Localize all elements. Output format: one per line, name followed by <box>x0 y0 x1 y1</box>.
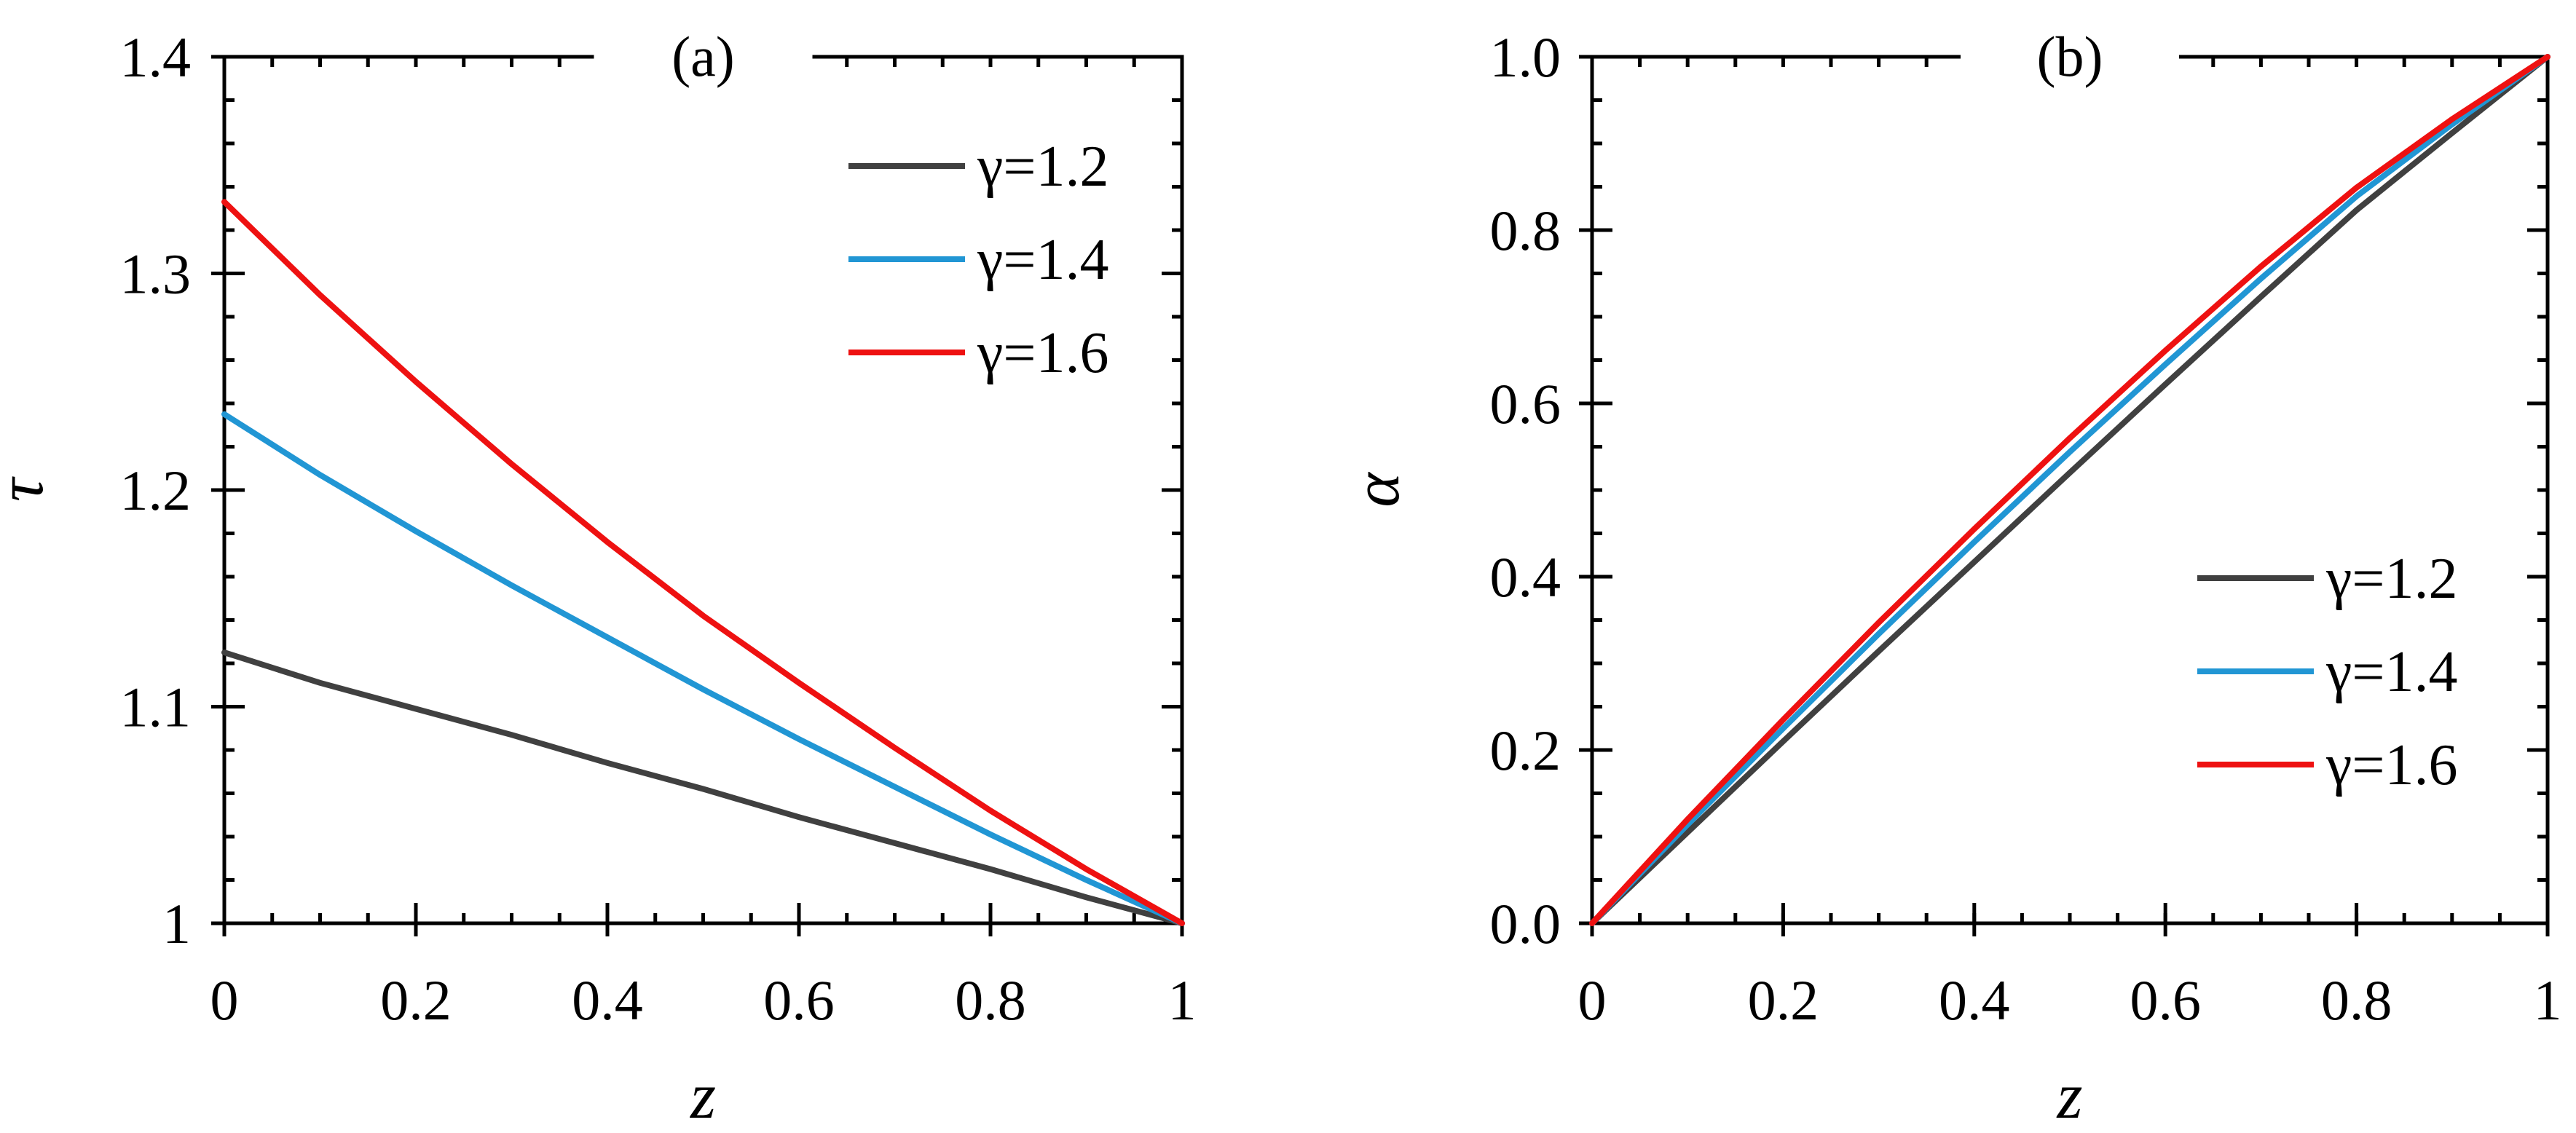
y-axis-label: α <box>1341 472 1413 508</box>
legend-label: γ=1.6 <box>977 321 1108 385</box>
y-tick-label: 1.0 <box>1490 25 1561 89</box>
legend-label: γ=1.4 <box>2325 640 2457 704</box>
y-tick-label: 0.8 <box>1490 199 1561 262</box>
x-tick-label: 0.6 <box>2130 968 2201 1032</box>
series-line-gamma-1-2 <box>221 650 1185 926</box>
y-tick-label: 0.2 <box>1490 719 1561 782</box>
y-tick-label: 1.1 <box>120 676 192 739</box>
x-tick-label: 0 <box>210 968 239 1032</box>
series-line-gamma-1-4 <box>1589 54 2551 926</box>
series-line-gamma-1-2 <box>1589 54 2551 926</box>
y-tick-label: 0.0 <box>1490 892 1561 955</box>
y-tick-label: 1.4 <box>120 25 192 89</box>
x-tick-label: 0.6 <box>763 968 835 1032</box>
y-tick-label: 1.2 <box>120 459 192 522</box>
legend-label: γ=1.4 <box>977 228 1108 292</box>
x-axis-label: z <box>2055 1060 2082 1132</box>
x-axis-label: z <box>689 1060 716 1132</box>
y-tick-label: 1 <box>162 892 191 955</box>
series-line-gamma-1-4 <box>221 411 1185 926</box>
x-tick-label: 1 <box>2534 968 2562 1032</box>
x-tick-label: 0.4 <box>572 968 643 1032</box>
panel-b-alpha-vs-z: 0 0.2 0.4 0.6 0.8 1 0.0 0.2 0.4 0.6 0.8 1.0 (b) z α γ=1… <box>1341 25 2562 1132</box>
y-axis-label: τ <box>0 476 57 502</box>
y-tick-label: 0.6 <box>1490 372 1561 435</box>
y-tick-label: 0.4 <box>1490 545 1561 609</box>
series-line-gamma-1-6 <box>221 199 1185 926</box>
legend-label: γ=1.6 <box>2325 733 2457 797</box>
panel-label-b: (b) <box>2037 25 2103 88</box>
x-tick-label: 1 <box>1168 968 1197 1032</box>
x-tick-label: 0 <box>1578 968 1607 1032</box>
series-line-gamma-1-6 <box>1589 54 2551 926</box>
x-tick-label: 0.2 <box>380 968 452 1032</box>
y-tick-label: 1.3 <box>120 242 192 306</box>
legend-label: γ=1.2 <box>2325 547 2457 611</box>
panel-label-background <box>1961 28 2179 86</box>
x-tick-label: 0.8 <box>955 968 1026 1032</box>
x-tick-label: 0.4 <box>1939 968 2010 1032</box>
panel-a-tau-vs-z: 0 0.2 0.4 0.6 0.8 1 1 1.1 1.2 1.3 1.4 (a) z τ γ=1.2 γ=1… <box>0 25 1197 1132</box>
x-tick-label: 0.8 <box>2321 968 2392 1032</box>
x-tick-label: 0.2 <box>1748 968 1819 1032</box>
panel-label-background <box>594 28 813 86</box>
panel-label-a: (a) <box>671 25 735 88</box>
legend-label: γ=1.2 <box>977 135 1108 199</box>
